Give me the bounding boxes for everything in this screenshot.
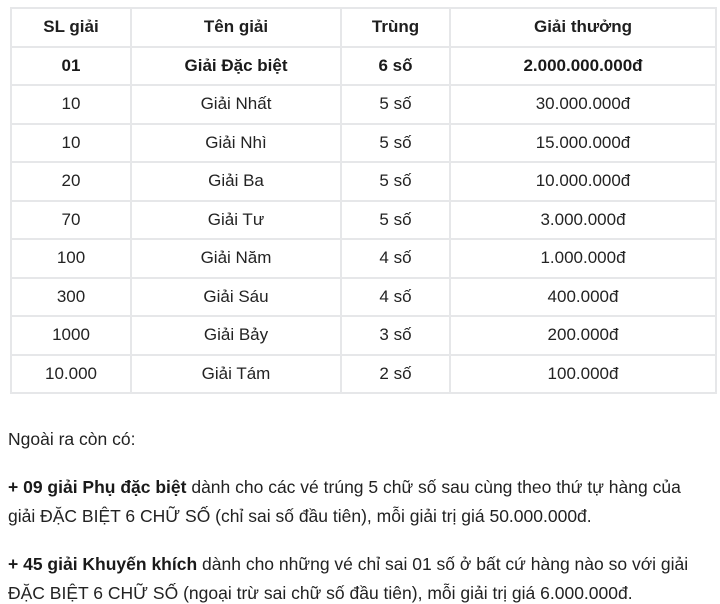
table-row: 10 Giải Nhì 5 số 15.000.000đ — [10, 122, 717, 163]
cell-giai-thuong: 200.000đ — [449, 315, 717, 356]
table-row: 100 Giải Năm 4 số 1.000.000đ — [10, 238, 717, 279]
cell-trung: 5 số — [340, 199, 451, 240]
header-giai-thuong: Giải thưởng — [449, 7, 717, 48]
table-row: 1000 Giải Bảy 3 số 200.000đ — [10, 315, 717, 356]
cell-ten-giai: Giải Năm — [130, 238, 342, 279]
cell-sl-giai: 01 — [10, 45, 132, 86]
table-row: 10 Giải Nhất 5 số 30.000.000đ — [10, 84, 717, 125]
cell-sl-giai: 300 — [10, 276, 132, 317]
cell-trung: 5 số — [340, 122, 451, 163]
cell-trung: 6 số — [340, 45, 451, 86]
cell-sl-giai: 10.000 — [10, 353, 132, 394]
note-phu-dac-biet: + 09 giải Phụ đặc biệt dành cho các vé t… — [8, 473, 710, 531]
cell-trung: 2 số — [340, 353, 451, 394]
cell-ten-giai: Giải Tám — [130, 353, 342, 394]
header-trung: Trùng — [340, 7, 451, 48]
cell-giai-thuong: 100.000đ — [449, 353, 717, 394]
cell-sl-giai: 100 — [10, 238, 132, 279]
header-row: SL giải Tên giải Trùng Giải thưởng — [10, 7, 717, 48]
table-row: 70 Giải Tư 5 số 3.000.000đ — [10, 199, 717, 240]
cell-giai-thuong: 2.000.000.000đ — [449, 45, 717, 86]
cell-sl-giai: 20 — [10, 161, 132, 202]
cell-sl-giai: 10 — [10, 84, 132, 125]
cell-ten-giai: Giải Ba — [130, 161, 342, 202]
table-row: 01 Giải Đặc biệt 6 số 2.000.000.000đ — [10, 45, 717, 86]
table-row: 20 Giải Ba 5 số 10.000.000đ — [10, 161, 717, 202]
note-phu-dac-biet-label: + 09 giải Phụ đặc biệt — [8, 477, 187, 497]
note-phu-dac-biet-text: dành cho các vé trúng 5 chữ số sau cùng … — [8, 477, 681, 526]
note-khuyen-khich-label: + 45 giải Khuyến khích — [8, 554, 198, 574]
header-sl-giai: SL giải — [10, 7, 132, 48]
cell-giai-thuong: 10.000.000đ — [449, 161, 717, 202]
prize-table-header: SL giải Tên giải Trùng Giải thưởng — [10, 7, 717, 48]
cell-sl-giai: 10 — [10, 122, 132, 163]
cell-giai-thuong: 400.000đ — [449, 276, 717, 317]
notes-section: Ngoài ra còn có: + 09 giải Phụ đặc biệt … — [8, 425, 710, 604]
note-khuyen-khich-text: dành cho những vé chỉ sai 01 số ở bất cứ… — [8, 554, 689, 603]
cell-giai-thuong: 1.000.000đ — [449, 238, 717, 279]
cell-ten-giai: Giải Tư — [130, 199, 342, 240]
cell-sl-giai: 70 — [10, 199, 132, 240]
table-row: 10.000 Giải Tám 2 số 100.000đ — [10, 353, 717, 394]
table-row: 300 Giải Sáu 4 số 400.000đ — [10, 276, 717, 317]
note-khuyen-khich: + 45 giải Khuyến khích dành cho những vé… — [8, 550, 710, 604]
cell-trung: 3 số — [340, 315, 451, 356]
notes-intro: Ngoài ra còn có: — [8, 429, 136, 449]
cell-trung: 4 số — [340, 238, 451, 279]
cell-giai-thuong: 15.000.000đ — [449, 122, 717, 163]
cell-trung: 4 số — [340, 276, 451, 317]
header-ten-giai: Tên giải — [130, 7, 342, 48]
cell-trung: 5 số — [340, 161, 451, 202]
prize-table-body: 01 Giải Đặc biệt 6 số 2.000.000.000đ 10 Giải … — [10, 45, 717, 394]
cell-trung: 5 số — [340, 84, 451, 125]
prize-table: SL giải Tên giải Trùng Giải thưởng 01 Giả… — [10, 7, 717, 394]
cell-sl-giai: 1000 — [10, 315, 132, 356]
cell-ten-giai: Giải Bảy — [130, 315, 342, 356]
cell-ten-giai: Giải Nhất — [130, 84, 342, 125]
cell-ten-giai: Giải Đặc biệt — [130, 45, 342, 86]
cell-giai-thuong: 30.000.000đ — [449, 84, 717, 125]
cell-giai-thuong: 3.000.000đ — [449, 199, 717, 240]
cell-ten-giai: Giải Sáu — [130, 276, 342, 317]
cell-ten-giai: Giải Nhì — [130, 122, 342, 163]
